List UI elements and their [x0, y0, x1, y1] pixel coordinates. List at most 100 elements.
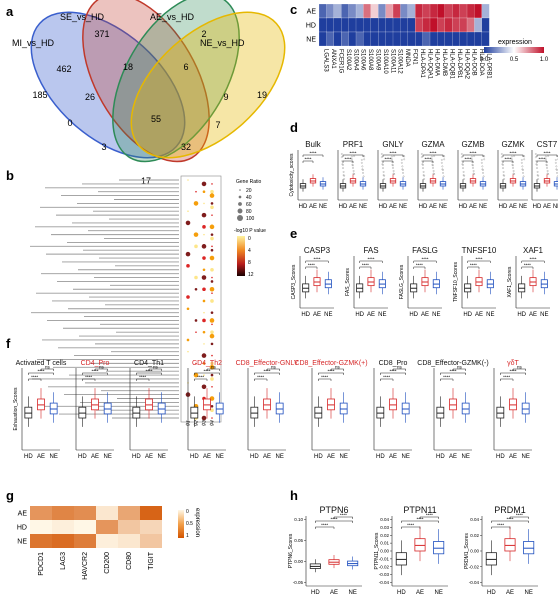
boxplot-title: CD8_Effector-GZMK(+)	[294, 360, 367, 367]
dotplot-dot	[210, 236, 214, 241]
boxplot-sig-label: ****	[421, 256, 428, 261]
boxplot: GZMK HD AE NE ********	[497, 140, 528, 210]
boxplot-title: PTPN11	[403, 505, 436, 515]
boxplot-outlier	[422, 174, 425, 177]
heatmap-c-cell	[348, 17, 357, 33]
dotplot-dot	[211, 245, 213, 248]
heatmap-c-cells	[318, 3, 490, 47]
boxplot-outlier	[420, 153, 423, 155]
boxplot-sig-bracket	[305, 266, 318, 269]
heatmap-c-cell	[415, 17, 423, 33]
dotplot-dot	[211, 385, 213, 388]
legend-size-label: 60	[246, 202, 252, 208]
boxplot-sig-label: ****	[321, 522, 328, 527]
boxplot-group-label: NE	[461, 454, 469, 460]
venn-count: 19	[257, 90, 267, 100]
boxplot-sig-bracket	[382, 160, 394, 163]
boxplot-sig-bracket	[413, 266, 426, 269]
dotplot-dot	[210, 267, 214, 272]
boxplot-group-label: AE	[389, 204, 397, 210]
boxplot-group-label: NE	[519, 204, 527, 210]
heatmap-c-cell	[355, 31, 364, 47]
heatmap-g-legend-tick: 0	[186, 509, 189, 515]
heatmap-c-cell	[385, 31, 394, 47]
boxplot-outlier	[544, 158, 547, 161]
boxplot-sig-bracket	[330, 368, 344, 371]
heatmap-c-cell	[348, 31, 357, 47]
boxplot-outlier	[534, 153, 537, 155]
boxplot-outlier	[430, 158, 433, 161]
venn-count: 6	[183, 62, 188, 72]
boxplot-sig-bracket	[82, 378, 96, 381]
dotplot-dot	[202, 287, 206, 292]
panel-f-exhaustion: Activated T cells Exhaustion_Scores HD AE NE…	[13, 360, 532, 460]
boxplot-y-label: FAS_Scores	[345, 268, 351, 296]
heatmap-c-cell	[474, 31, 483, 47]
heatmap-c-legend-tick: 0.5	[510, 57, 519, 63]
boxplot-outlier	[460, 153, 463, 155]
heatmap-c-cell	[363, 3, 372, 19]
boxplot-group-label: AE	[389, 454, 397, 460]
boxplot-group-label: AE	[421, 312, 429, 318]
heatmap-c-cell	[429, 3, 438, 19]
boxplot-outlier	[430, 155, 433, 158]
boxplot-group-label: AE	[263, 454, 271, 460]
heatmap-c-cell	[429, 31, 438, 47]
dotplot-dot	[202, 362, 206, 365]
boxplot-y-tick-label: -0.02	[469, 564, 480, 569]
dotplot-dot	[194, 275, 198, 280]
heatmap-g-cell	[118, 534, 140, 548]
dotplot-dot	[203, 202, 205, 205]
boxplot-group-label: HD	[459, 204, 468, 210]
heatmap-c-legend-title: expression	[498, 39, 532, 46]
panel-letter-g: g	[6, 488, 14, 503]
boxplot-sig-label: ****	[529, 256, 536, 261]
heatmap-g-cell	[74, 506, 96, 520]
dotplot-dot	[194, 319, 198, 322]
boxplot-group-label: HD	[463, 312, 472, 318]
legend-color-tick: 0	[248, 236, 251, 242]
heatmap-c-cell	[429, 17, 438, 33]
boxplot-sig-bracket	[401, 520, 439, 523]
heatmap-c-cell	[437, 31, 446, 47]
heatmap-c-cell	[385, 3, 394, 19]
boxplot-outlier	[393, 155, 396, 157]
boxplot-title: CD8_Pro	[379, 360, 408, 367]
dotplot-dot	[203, 233, 205, 236]
heatmap-c-gene-label: HLA-DQA1	[426, 49, 432, 80]
boxplot: Bulk Cytotoxicity_scores HD AE NE ********	[289, 140, 328, 210]
boxplot-y-tick-label: 0.05	[294, 538, 303, 543]
boxplot-sig-bracket	[28, 372, 54, 375]
boxplot-sig-bracket	[28, 378, 42, 381]
venn-label-mi: MI_vs_HD	[12, 38, 55, 48]
venn-count: 0	[67, 118, 72, 128]
dotplot-dot	[210, 189, 214, 194]
heatmap-c-cell	[378, 3, 386, 19]
boxplot-sig-label: ****	[309, 150, 316, 155]
boxplot-outlier	[536, 167, 538, 169]
legend-size-label: 100	[246, 216, 255, 222]
boxplot-group-label: HD	[250, 454, 259, 460]
heatmap-c-cell	[422, 31, 431, 47]
dotplot-dot	[186, 264, 190, 268]
heatmap-c-row-label: HD	[306, 23, 316, 30]
venn-count: 55	[151, 114, 161, 124]
boxplot-outlier	[423, 178, 426, 180]
heatmap-c-gene-label: HLA-DQA2	[463, 49, 469, 80]
boxplot-sig-bracket	[422, 154, 444, 157]
boxplot-sig-label: ****	[383, 374, 390, 379]
heatmap-c-cell	[333, 31, 342, 47]
heatmap-c-cell	[333, 3, 342, 19]
dotplot-dot	[209, 224, 215, 230]
panel-a-venn: a MI_vs_HD SE_vs_HD AE_vs_HD NE_vs_HD 18…	[6, 0, 286, 186]
heatmap-c-cell	[444, 3, 453, 19]
boxplot: CD8_Effector-GZMK(-)HD AE NE********ns	[417, 360, 488, 460]
boxplot-sig-bracket	[401, 526, 421, 529]
boxplot-outlier	[420, 156, 423, 159]
boxplot-sig-label: ns	[517, 364, 523, 369]
boxplot-sig-bracket	[266, 368, 280, 371]
boxplot-group-label: NE	[378, 312, 386, 318]
dotplot-dot	[209, 333, 215, 339]
dotplot-dot	[201, 384, 207, 390]
